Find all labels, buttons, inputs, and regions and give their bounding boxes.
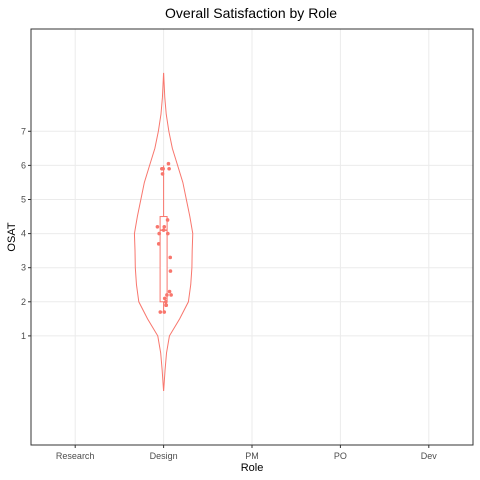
y-axis-title: OSAT	[6, 222, 18, 251]
data-point	[165, 218, 170, 222]
data-point	[162, 224, 167, 229]
data-point	[167, 167, 171, 171]
data-point	[166, 161, 171, 166]
plot-area	[133, 72, 194, 391]
data-point	[161, 167, 165, 171]
data-point	[168, 269, 173, 273]
x-tick-label: Design	[150, 451, 178, 461]
data-point	[168, 255, 173, 260]
x-tick-label: Research	[56, 451, 95, 461]
y-axis: 1 2 3 4 5 6 7	[21, 126, 31, 341]
data-point	[157, 231, 161, 236]
data-point	[164, 303, 168, 307]
box	[159, 216, 168, 303]
data-point	[169, 293, 173, 297]
x-axis: Research Design PM PO Dev	[56, 445, 437, 461]
x-tick-label: Dev	[421, 451, 438, 461]
data-point	[165, 231, 170, 236]
x-axis-title: Role	[241, 462, 264, 474]
data-point	[155, 224, 160, 229]
y-tick-label: 7	[21, 126, 26, 136]
data-point	[165, 293, 169, 297]
data-point	[156, 242, 161, 246]
data-point	[162, 296, 167, 301]
y-tick-label: 5	[21, 194, 26, 204]
y-tick-label: 3	[21, 263, 26, 273]
y-tick-label: 1	[21, 331, 26, 341]
x-tick-label: PM	[245, 451, 259, 461]
y-tick-label: 2	[21, 297, 26, 307]
chart-title: Overall Satisfaction by Role	[165, 5, 337, 21]
y-tick-label: 6	[21, 160, 26, 170]
data-point	[161, 228, 166, 232]
data-point	[158, 310, 163, 314]
data-point	[167, 289, 172, 294]
data-point	[164, 299, 168, 304]
violin	[133, 72, 194, 391]
y-tick-label: 4	[21, 229, 26, 239]
x-tick-label: PO	[334, 451, 347, 461]
data-point	[160, 172, 165, 176]
data-point	[162, 310, 167, 314]
grid	[31, 29, 473, 445]
